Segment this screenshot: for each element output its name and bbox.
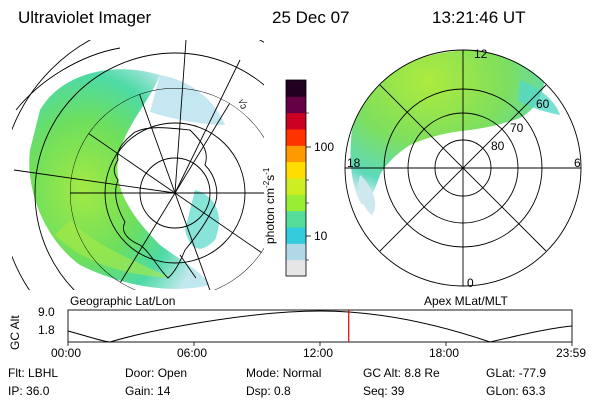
info-flt: Flt: LBHL (8, 366, 58, 380)
time-label-1800: 18:00 (429, 346, 460, 360)
mlt-label-6: 6 (574, 156, 581, 170)
info-door-value: Open (157, 366, 188, 380)
info-glat: GLat: -77.9 (486, 366, 546, 380)
time-label-0000: 00:00 (51, 346, 82, 360)
info-seq: Seq: 39 (363, 384, 404, 398)
colorbar-band (286, 194, 306, 212)
info-gain-value: 14 (157, 384, 171, 398)
colorbar-band (286, 129, 306, 146)
colorbar (285, 79, 311, 277)
gc-alt-axis-label: GC Alt (8, 315, 22, 350)
info-gcalt: GC Alt: 8.8 Re (363, 366, 440, 380)
colorbar-band (286, 178, 306, 195)
alt-y-label-9: 9.0 (38, 305, 55, 319)
colorbar-band (286, 227, 306, 244)
unit-exp1: -2 (262, 180, 271, 188)
info-ip-label: IP: (8, 384, 23, 398)
alt-y-label-1-8: 1.8 (38, 323, 55, 337)
mlt-label-0: 0 (467, 276, 474, 290)
lat-label-70: 70 (510, 121, 524, 135)
lat-label-80: 80 (491, 139, 505, 153)
info-mode-label: Mode: (246, 366, 280, 380)
info-glat-label: GLat: (486, 366, 516, 380)
unit-s: s (263, 174, 277, 181)
time-label-1200: 12:00 (303, 346, 334, 360)
info-door-label: Door: (125, 366, 155, 380)
info-flt-value: LBHL (28, 366, 59, 380)
colorbar-band (286, 259, 306, 277)
colorbar-band (286, 161, 306, 179)
time-label: 13:21:46 UT (432, 8, 526, 27)
apex-map (344, 49, 582, 287)
colorbar-band (286, 96, 306, 114)
altitude-strip (67, 309, 573, 346)
info-gcalt-label: GC Alt: (363, 366, 402, 380)
unit-exp2: -1 (262, 167, 271, 175)
info-seq-value: 39 (391, 384, 405, 398)
svg-text:√ↄ: √ↄ (235, 97, 250, 111)
unit-photon: photon cm (263, 187, 277, 244)
info-seq-label: Seq: (363, 384, 388, 398)
time-label-2359: 23:59 (556, 346, 587, 360)
info-dsp-value: 0.8 (274, 384, 291, 398)
info-ip: IP: 36.0 (8, 384, 49, 398)
info-flt-label: Flt: (8, 366, 25, 380)
info-dsp-label: Dsp: (246, 384, 271, 398)
info-mode: Mode: Normal (246, 366, 321, 380)
info-door: Door: Open (125, 366, 187, 380)
info-glat-value: -77.9 (518, 366, 547, 380)
geographic-caption: Geographic Lat/Lon (70, 294, 176, 308)
info-dsp: Dsp: 0.8 (246, 384, 291, 398)
info-ip-value: 36.0 (26, 384, 50, 398)
info-glon-label: GLon: (486, 384, 519, 398)
info-glon: GLon: 63.3 (486, 384, 545, 398)
info-gcalt-value: 8.8 Re (404, 366, 440, 380)
info-gain: Gain: 14 (125, 384, 170, 398)
info-glon-value: 63.3 (522, 384, 546, 398)
colorbar-band (286, 243, 306, 261)
time-label-0600: 06:00 (177, 346, 208, 360)
apex-caption: Apex MLat/MLT (424, 294, 508, 308)
colorbar-unit-label: photon cm-2s-1 (262, 168, 277, 244)
mlt-label-18: 18 (347, 156, 361, 170)
instrument-title: Ultraviolet Imager (18, 8, 152, 27)
date-label: 25 Dec 07 (272, 8, 350, 27)
colorbar-tick-10: 10 (314, 229, 328, 243)
lat-label-60: 60 (536, 97, 550, 111)
colorbar-band (286, 145, 306, 163)
colorbar-band (286, 80, 306, 97)
geographic-map: √ↄ (12, 40, 264, 290)
colorbar-band (286, 112, 306, 130)
colorbar-band (286, 210, 306, 228)
info-gain-label: Gain: (125, 384, 154, 398)
mlt-label-12: 12 (474, 47, 488, 61)
info-mode-value: Normal (282, 366, 322, 380)
colorbar-tick-100: 100 (314, 140, 335, 154)
